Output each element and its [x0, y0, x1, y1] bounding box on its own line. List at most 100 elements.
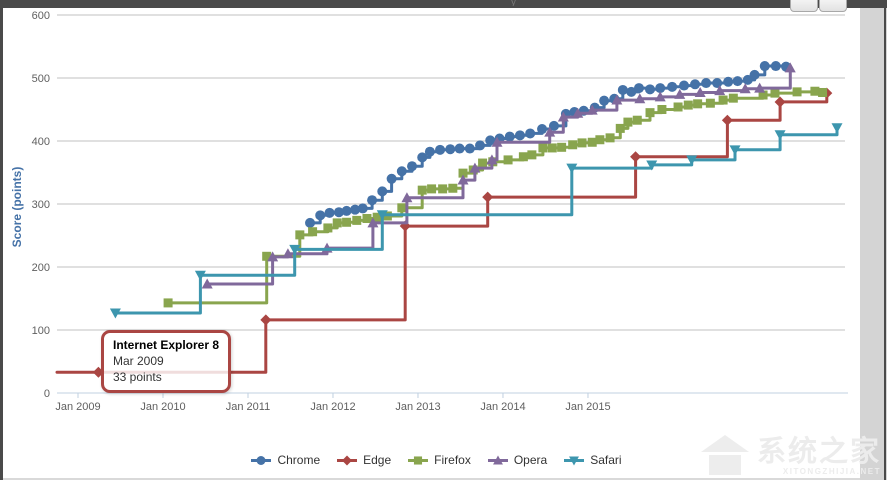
data-point-marker[interactable] [599, 95, 610, 106]
data-point-marker[interactable] [674, 88, 686, 99]
data-point-marker[interactable] [323, 223, 333, 233]
data-point-marker[interactable] [367, 195, 378, 206]
data-point-marker[interactable] [201, 278, 213, 289]
data-point-marker[interactable] [350, 204, 361, 215]
data-point-marker[interactable] [784, 62, 796, 73]
data-point-marker[interactable] [377, 186, 388, 197]
data-point-marker[interactable] [491, 136, 503, 147]
data-point-marker[interactable] [417, 152, 428, 163]
data-point-marker[interactable] [386, 173, 397, 184]
data-point-marker[interactable] [362, 213, 372, 223]
data-point-marker[interactable] [818, 87, 828, 97]
data-point-marker[interactable] [831, 123, 843, 134]
scrollbar[interactable] [860, 0, 887, 480]
data-point-marker[interactable] [572, 107, 584, 118]
data-point-marker[interactable] [633, 83, 644, 94]
data-point-marker[interactable] [632, 115, 642, 125]
data-point-marker[interactable] [289, 244, 301, 255]
legend-item-safari[interactable]: Safari [563, 453, 622, 467]
data-point-marker[interactable] [770, 88, 780, 98]
data-point-marker[interactable] [587, 137, 597, 147]
data-point-marker[interactable] [792, 87, 802, 97]
data-point-marker[interactable] [728, 93, 738, 103]
data-point-marker[interactable] [267, 251, 279, 262]
data-point-marker[interactable] [586, 104, 598, 115]
data-point-marker[interactable] [475, 140, 486, 151]
data-point-marker[interactable] [527, 150, 537, 160]
data-point-marker[interactable] [626, 86, 637, 97]
data-point-marker[interactable] [673, 102, 683, 112]
data-point-marker[interactable] [260, 314, 272, 326]
data-point-marker[interactable] [723, 76, 734, 87]
data-point-marker[interactable] [729, 145, 741, 156]
data-point-marker[interactable] [458, 168, 468, 178]
data-point-marker[interactable] [163, 298, 173, 308]
data-point-marker[interactable] [482, 191, 494, 203]
data-point-marker[interactable] [342, 217, 352, 227]
data-point-marker[interactable] [492, 455, 503, 465]
data-point-marker[interactable] [566, 163, 578, 174]
data-point-marker[interactable] [557, 142, 567, 152]
data-point-marker[interactable] [315, 210, 326, 221]
data-point-marker[interactable] [538, 143, 548, 153]
data-point-marker[interactable] [486, 154, 498, 165]
legend-item-chrome[interactable]: Chrome [250, 453, 320, 467]
data-point-marker[interactable] [414, 455, 423, 465]
data-point-marker[interactable] [611, 94, 623, 105]
data-point-marker[interactable] [376, 210, 388, 221]
data-point-marker[interactable] [397, 203, 407, 213]
data-point-marker[interactable] [372, 212, 382, 222]
data-point-marker[interactable] [295, 230, 305, 240]
data-point-marker[interactable] [427, 184, 437, 194]
data-point-marker[interactable] [342, 455, 353, 465]
legend-item-edge[interactable]: Edge [336, 453, 391, 467]
data-point-marker[interactable] [718, 95, 728, 105]
data-point-marker[interactable] [401, 192, 413, 203]
data-point-marker[interactable] [623, 117, 633, 127]
data-point-marker[interactable] [605, 133, 615, 143]
data-point-marker[interactable] [749, 69, 760, 80]
data-point-marker[interactable] [690, 79, 701, 90]
series-opera[interactable] [201, 62, 796, 289]
series-chrome[interactable] [305, 61, 792, 228]
data-point-marker[interactable] [714, 85, 726, 96]
print-chart-button[interactable] [790, 0, 818, 12]
data-point-marker[interactable] [357, 203, 368, 214]
data-point-marker[interactable] [305, 217, 316, 228]
data-point-marker[interactable] [569, 455, 580, 465]
data-point-marker[interactable] [577, 138, 587, 148]
data-point-marker[interactable] [774, 96, 786, 108]
data-point-marker[interactable] [445, 144, 456, 155]
data-point-marker[interactable] [548, 120, 559, 131]
data-point-marker[interactable] [396, 166, 407, 177]
data-point-marker[interactable] [333, 207, 344, 218]
data-point-marker[interactable] [732, 76, 743, 87]
data-point-marker[interactable] [256, 455, 266, 465]
data-point-marker[interactable] [705, 98, 715, 108]
data-point-marker[interactable] [332, 218, 342, 228]
data-point-marker[interactable] [544, 126, 556, 137]
data-point-marker[interactable] [438, 184, 448, 194]
data-point-marker[interactable] [693, 99, 703, 109]
data-point-marker[interactable] [547, 143, 557, 153]
data-point-marker[interactable] [341, 205, 352, 216]
data-point-marker[interactable] [537, 124, 548, 135]
data-point-marker[interactable] [464, 143, 475, 154]
data-point-marker[interactable] [407, 161, 418, 172]
data-point-marker[interactable] [324, 207, 335, 218]
data-point-marker[interactable] [615, 123, 625, 133]
data-point-marker[interactable] [646, 160, 658, 171]
data-point-marker[interactable] [694, 86, 706, 97]
data-point-marker[interactable] [759, 61, 770, 72]
series-safari[interactable] [109, 123, 843, 319]
data-point-marker[interactable] [503, 155, 513, 165]
data-point-marker[interactable] [109, 308, 121, 319]
data-point-marker[interactable] [758, 90, 768, 100]
legend-item-firefox[interactable]: Firefox [407, 453, 471, 467]
data-point-marker[interactable] [525, 128, 536, 139]
data-point-marker[interactable] [194, 270, 206, 281]
data-point-marker[interactable] [435, 144, 446, 155]
data-point-marker[interactable] [721, 114, 733, 126]
data-point-marker[interactable] [448, 183, 458, 193]
data-point-marker[interactable] [469, 162, 481, 173]
